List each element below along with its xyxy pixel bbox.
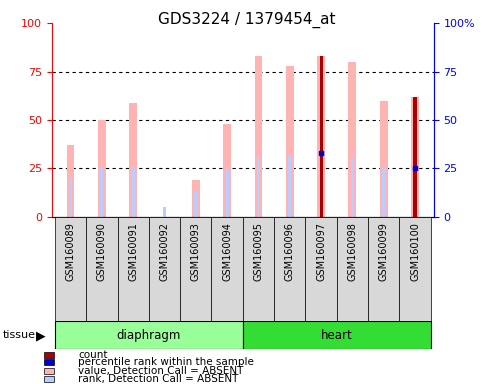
- Bar: [288, 155, 291, 217]
- Text: GSM160099: GSM160099: [379, 222, 389, 281]
- Bar: [380, 101, 387, 217]
- Bar: [44, 352, 54, 358]
- Text: count: count: [78, 349, 107, 359]
- Bar: [257, 157, 260, 217]
- Text: GSM160097: GSM160097: [316, 222, 326, 281]
- Text: GSM160091: GSM160091: [128, 222, 138, 281]
- Bar: [254, 56, 262, 217]
- Bar: [100, 167, 104, 217]
- Bar: [44, 359, 54, 366]
- Bar: [69, 178, 72, 217]
- Text: GSM160100: GSM160100: [410, 222, 420, 281]
- Bar: [274, 217, 306, 321]
- Bar: [55, 321, 243, 349]
- Text: GSM160095: GSM160095: [253, 222, 263, 281]
- Text: value, Detection Call = ABSENT: value, Detection Call = ABSENT: [78, 366, 244, 376]
- Bar: [44, 368, 54, 374]
- Bar: [351, 157, 354, 217]
- Text: tissue: tissue: [2, 330, 35, 340]
- Bar: [243, 321, 431, 349]
- Bar: [149, 217, 180, 321]
- Text: GSM160094: GSM160094: [222, 222, 232, 281]
- Bar: [337, 217, 368, 321]
- Bar: [319, 153, 322, 217]
- Bar: [414, 169, 417, 217]
- Bar: [223, 124, 231, 217]
- Bar: [349, 62, 356, 217]
- Text: GSM160092: GSM160092: [160, 222, 170, 281]
- Bar: [414, 97, 417, 217]
- Text: GSM160093: GSM160093: [191, 222, 201, 281]
- Bar: [399, 217, 431, 321]
- Bar: [117, 217, 149, 321]
- Bar: [226, 170, 229, 217]
- Bar: [286, 66, 294, 217]
- Bar: [317, 56, 325, 217]
- Bar: [55, 217, 86, 321]
- Text: diaphragm: diaphragm: [117, 329, 181, 341]
- Bar: [319, 56, 322, 217]
- Text: GDS3224 / 1379454_at: GDS3224 / 1379454_at: [158, 12, 335, 28]
- Bar: [163, 207, 166, 217]
- Bar: [180, 217, 211, 321]
- Bar: [67, 145, 74, 217]
- Text: GSM160090: GSM160090: [97, 222, 107, 281]
- Bar: [368, 217, 399, 321]
- Text: heart: heart: [321, 329, 352, 341]
- Bar: [98, 120, 106, 217]
- Bar: [44, 376, 54, 382]
- Bar: [306, 217, 337, 321]
- Bar: [411, 97, 419, 217]
- Bar: [382, 169, 386, 217]
- Text: ▶: ▶: [35, 330, 45, 343]
- Text: GSM160098: GSM160098: [348, 222, 357, 281]
- Bar: [192, 180, 200, 217]
- Bar: [243, 217, 274, 321]
- Bar: [211, 217, 243, 321]
- Text: GSM160089: GSM160089: [66, 222, 75, 281]
- Text: GSM160096: GSM160096: [285, 222, 295, 281]
- Bar: [86, 217, 117, 321]
- Text: rank, Detection Call = ABSENT: rank, Detection Call = ABSENT: [78, 374, 239, 384]
- Bar: [194, 192, 197, 217]
- Bar: [132, 167, 135, 217]
- Text: percentile rank within the sample: percentile rank within the sample: [78, 358, 254, 367]
- Bar: [129, 103, 137, 217]
